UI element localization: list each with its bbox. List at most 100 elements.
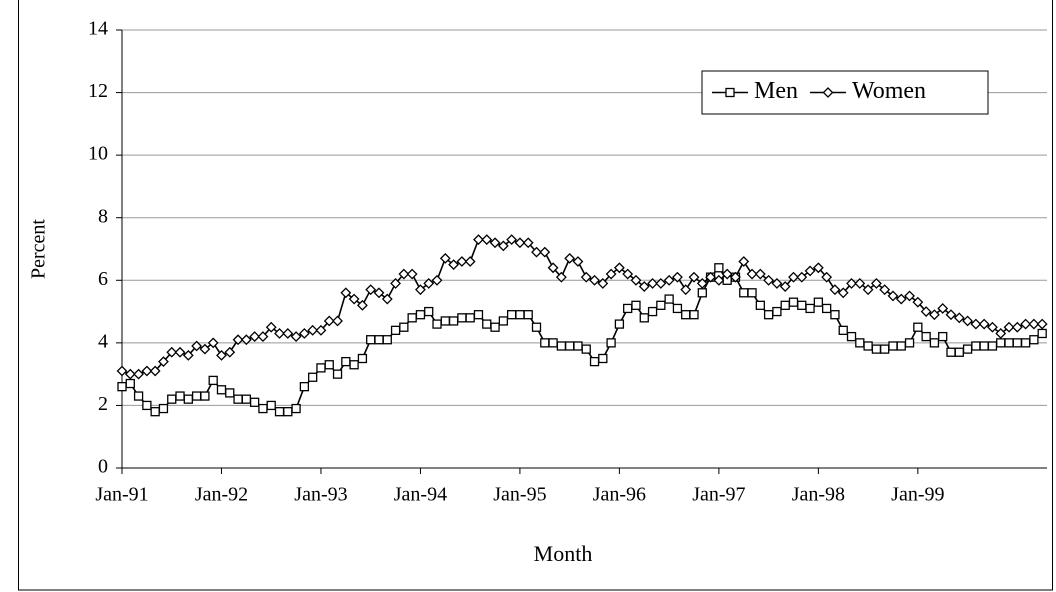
marker	[381, 293, 393, 305]
marker	[299, 382, 310, 392]
x-tick-label: Jan-92	[195, 484, 248, 506]
marker	[987, 321, 998, 333]
marker	[962, 315, 973, 327]
marker	[1004, 338, 1014, 348]
marker	[183, 394, 193, 404]
marker	[366, 335, 376, 345]
marker	[473, 310, 484, 320]
marker	[224, 346, 236, 358]
marker	[175, 391, 185, 401]
marker	[448, 316, 459, 326]
marker	[308, 372, 318, 382]
marker	[755, 300, 765, 310]
marker	[415, 310, 426, 320]
marker	[913, 322, 923, 332]
marker	[423, 277, 435, 289]
marker	[290, 331, 302, 343]
marker	[581, 344, 591, 354]
marker	[713, 274, 725, 286]
marker	[680, 284, 692, 296]
marker	[779, 281, 791, 292]
marker	[332, 315, 343, 327]
marker	[390, 325, 401, 335]
marker	[904, 338, 915, 348]
marker	[523, 310, 533, 320]
marker	[589, 356, 600, 367]
marker	[937, 303, 949, 314]
marker	[622, 268, 634, 280]
marker	[440, 316, 450, 326]
marker	[780, 300, 790, 310]
marker	[739, 288, 749, 298]
y-tick-label: 10	[88, 143, 108, 165]
marker	[482, 319, 492, 329]
marker	[996, 338, 1006, 348]
marker	[822, 303, 832, 314]
marker	[672, 303, 683, 314]
marker	[962, 344, 973, 354]
marker	[555, 271, 567, 283]
marker	[631, 300, 641, 310]
marker	[763, 274, 775, 286]
marker	[191, 340, 203, 352]
marker	[565, 341, 575, 351]
marker	[266, 400, 276, 411]
marker	[399, 322, 409, 332]
marker	[953, 312, 965, 324]
x-tick-label: Jan-95	[493, 484, 546, 506]
y-tick-label: 8	[98, 205, 108, 227]
marker	[540, 338, 550, 348]
marker	[448, 259, 460, 271]
marker	[207, 337, 219, 349]
marker	[465, 313, 475, 323]
x-tick-label: Jan-94	[394, 484, 447, 506]
marker	[598, 353, 608, 364]
marker	[747, 288, 757, 298]
marker	[788, 271, 799, 283]
marker	[689, 310, 699, 320]
marker	[307, 324, 319, 336]
marker	[332, 369, 343, 379]
marker	[912, 296, 924, 308]
marker	[663, 274, 675, 286]
marker	[846, 331, 857, 342]
marker	[473, 234, 484, 246]
marker	[614, 319, 625, 329]
marker	[738, 256, 750, 267]
x-tick-label: Jan-99	[891, 484, 944, 506]
marker	[855, 338, 865, 348]
marker	[531, 246, 542, 258]
marker	[772, 306, 782, 317]
marker	[888, 341, 898, 351]
marker	[116, 365, 128, 377]
legend-label: Men	[754, 78, 798, 104]
marker	[142, 400, 152, 411]
marker	[655, 277, 667, 289]
marker	[945, 309, 957, 321]
marker	[771, 277, 783, 289]
marker	[216, 385, 227, 395]
marker	[514, 237, 526, 249]
marker	[191, 391, 202, 401]
marker	[182, 349, 194, 361]
marker	[721, 268, 733, 280]
marker	[424, 306, 434, 317]
marker	[656, 300, 666, 310]
marker	[323, 315, 335, 327]
marker	[921, 331, 931, 342]
marker	[681, 310, 691, 320]
marker	[879, 284, 891, 296]
marker	[257, 331, 269, 343]
marker	[895, 293, 907, 305]
marker	[208, 375, 218, 386]
marker	[1037, 328, 1047, 339]
marker	[149, 365, 161, 377]
marker	[623, 303, 633, 314]
marker	[606, 338, 616, 348]
marker	[199, 343, 211, 355]
marker	[797, 300, 807, 310]
marker	[572, 256, 584, 267]
marker	[373, 287, 385, 299]
marker	[1028, 318, 1040, 330]
marker	[506, 310, 517, 320]
